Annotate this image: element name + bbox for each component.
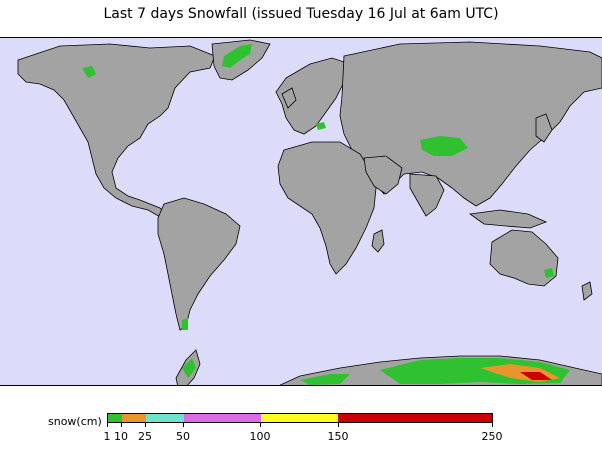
indonesia [468, 209, 548, 229]
greenland [211, 39, 271, 81]
legend-segment [108, 414, 122, 422]
legend-tick-label: 25 [138, 430, 152, 443]
legend-tick [145, 423, 146, 427]
legend-tick-label: 100 [249, 430, 271, 443]
map-title: Last 7 days Snowfall (issued Tuesday 16 … [103, 6, 499, 22]
legend-segment [183, 414, 261, 422]
snow-andes [182, 318, 188, 330]
legend-segment [260, 414, 339, 422]
legend-segment [338, 414, 492, 422]
madagascar [371, 229, 385, 253]
japan [535, 113, 553, 143]
snow-australia-se [544, 268, 554, 278]
legend-tick-label: 50 [176, 430, 190, 443]
snow-alaska [82, 66, 96, 78]
legend-tick [260, 423, 261, 427]
legend-tick [121, 423, 122, 427]
uk [281, 87, 297, 109]
new-zealand [581, 281, 593, 301]
legend-tick-label: 150 [327, 430, 349, 443]
south-america [157, 197, 241, 331]
snow-antarctica-red [520, 372, 552, 380]
legend-segment [121, 414, 146, 422]
legend-label: snow(cm) [48, 415, 102, 428]
legend-tick [107, 423, 108, 427]
snow-antarctica-green-2 [300, 374, 350, 385]
snow-greenland [222, 44, 252, 68]
snowfall-legend: snow(cm) 1 10 25 50 100 150 250 [0, 400, 602, 450]
arabia [363, 155, 403, 195]
world-map [0, 37, 602, 386]
legend-color-bar [107, 413, 493, 423]
legend-tick-label: 10 [114, 430, 128, 443]
legend-tick [338, 423, 339, 427]
north-america [17, 43, 216, 219]
legend-segment [145, 414, 184, 422]
legend-tick [183, 423, 184, 427]
snow-alps [316, 122, 326, 130]
legend-tick-label: 1 [103, 430, 111, 443]
india [409, 173, 445, 217]
snow-tibet [420, 136, 468, 156]
africa [277, 141, 377, 275]
legend-tick-label: 250 [481, 430, 503, 443]
legend-tick [492, 423, 493, 427]
europe [275, 57, 351, 135]
australia [489, 229, 559, 287]
snow-antarctic-peninsula [182, 358, 196, 378]
